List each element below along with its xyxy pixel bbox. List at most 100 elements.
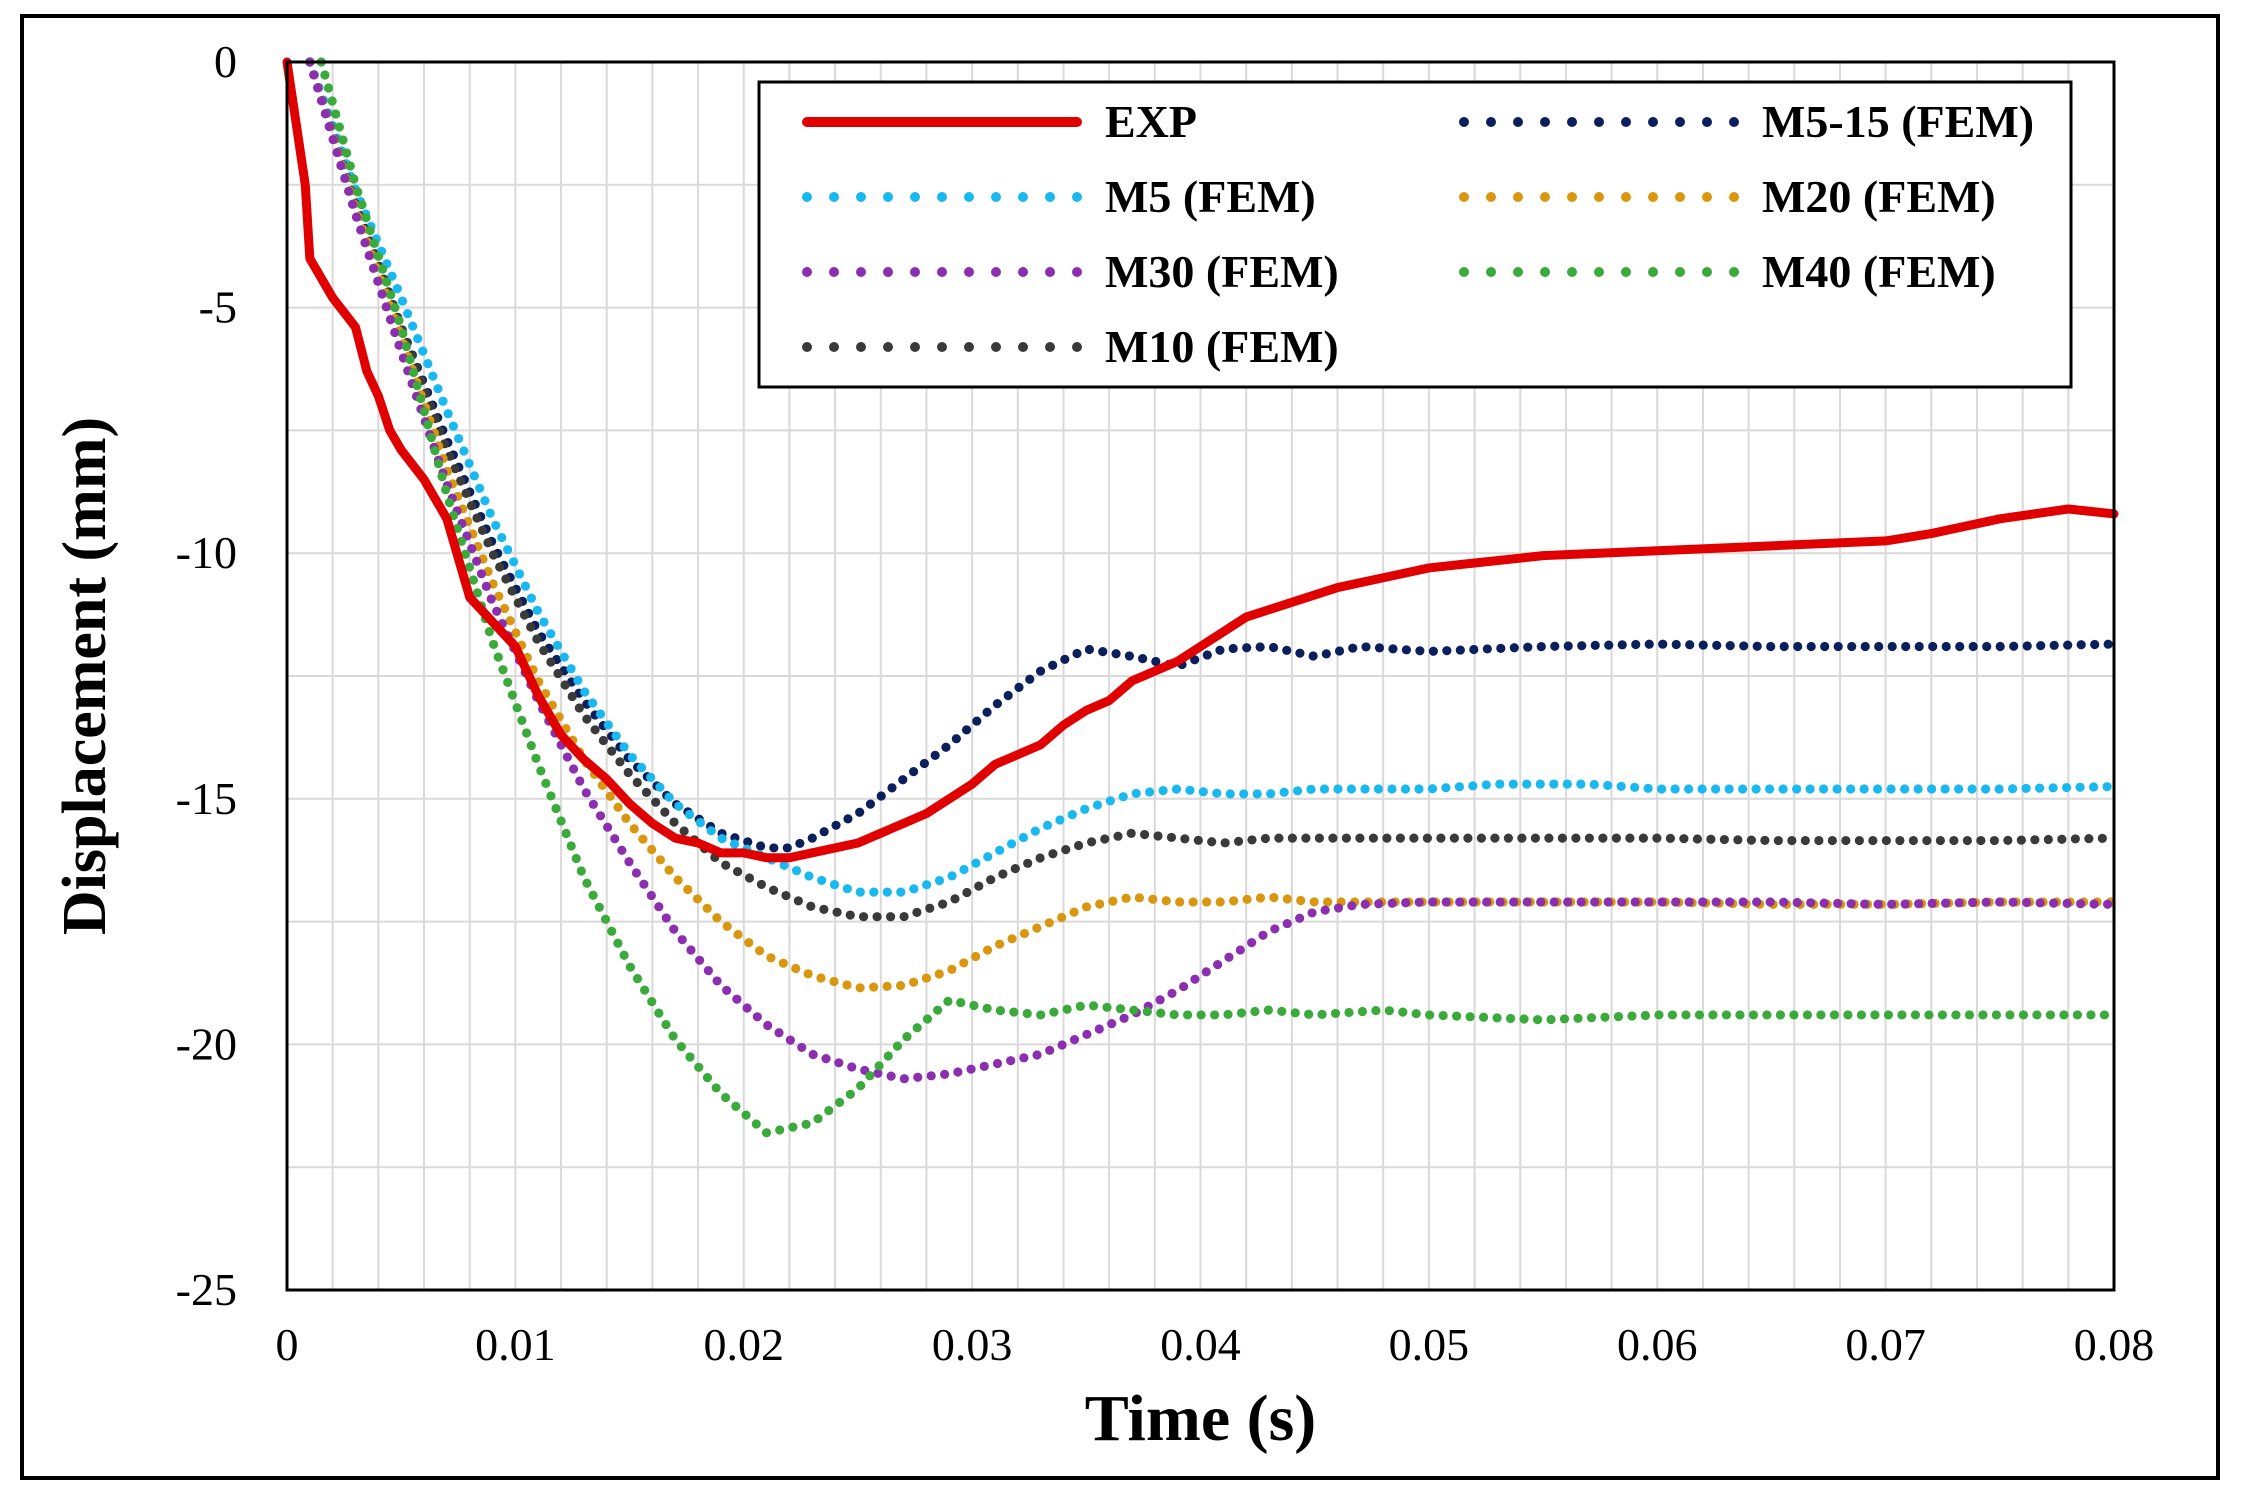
data-point-m5-fem bbox=[1900, 784, 1910, 794]
data-point-m20-fem bbox=[1323, 897, 1333, 907]
data-point-m30-fem bbox=[808, 1049, 818, 1060]
data-point-m40-fem bbox=[1924, 1010, 1934, 1020]
data-point-m30-fem bbox=[347, 199, 358, 209]
data-point-m40-fem bbox=[741, 1110, 751, 1120]
data-point-m10-fem bbox=[546, 657, 556, 667]
data-point-m10-fem bbox=[1301, 833, 1311, 843]
data-point-m5-fem bbox=[392, 284, 402, 294]
data-point-m40-fem bbox=[856, 1081, 866, 1091]
data-point-m10-fem bbox=[1706, 834, 1716, 844]
data-point-m5-fem bbox=[480, 496, 490, 506]
data-point-m40-fem bbox=[512, 703, 522, 713]
data-point-m5-fem bbox=[611, 731, 621, 741]
data-point-m10-fem bbox=[472, 513, 482, 523]
data-point-m5-fem bbox=[2075, 782, 2085, 792]
legend-swatch-dot bbox=[856, 267, 866, 277]
data-point-m5-15-fem bbox=[898, 775, 908, 785]
data-point-m10-fem bbox=[1503, 833, 1513, 843]
legend-label: M5-15 (FEM) bbox=[1762, 96, 2034, 147]
data-point-m5-15-fem bbox=[961, 725, 972, 735]
data-point-m5-fem bbox=[1468, 781, 1478, 791]
data-point-m10-fem bbox=[1746, 835, 1756, 845]
data-point-m40-fem bbox=[394, 315, 404, 326]
data-point-m5-15-fem bbox=[1779, 641, 1789, 652]
data-point-m30-fem bbox=[575, 776, 585, 786]
data-point-m5-fem bbox=[526, 593, 536, 603]
data-point-m5-15-fem bbox=[1806, 641, 1816, 652]
data-point-m40-fem bbox=[361, 213, 371, 223]
data-point-m20-fem bbox=[647, 844, 657, 855]
data-point-m5-15-fem bbox=[1374, 643, 1385, 653]
data-point-m20-fem bbox=[1215, 897, 1225, 907]
data-point-m10-fem bbox=[1382, 833, 1392, 843]
data-point-m20-fem bbox=[855, 983, 865, 993]
data-point-m10-fem bbox=[660, 807, 670, 817]
data-point-m5-fem bbox=[1266, 789, 1276, 799]
data-point-m30-fem bbox=[344, 186, 354, 196]
data-point-m30-fem bbox=[1282, 918, 1292, 929]
data-point-m30-fem bbox=[603, 822, 613, 832]
data-point-m5-15-fem bbox=[919, 758, 929, 769]
data-point-m20-fem bbox=[766, 953, 776, 963]
legend-swatch-dot bbox=[1045, 267, 1055, 277]
data-point-m5-fem bbox=[1414, 784, 1424, 794]
data-point-m5-fem bbox=[443, 409, 453, 419]
data-point-m5-fem bbox=[1643, 783, 1653, 793]
data-point-m5-fem bbox=[546, 629, 556, 639]
data-point-m40-fem bbox=[1748, 1010, 1759, 1020]
data-point-m10-fem bbox=[1207, 837, 1217, 847]
data-point-m40-fem bbox=[1304, 1009, 1314, 1019]
data-point-m5-15-fem bbox=[1617, 640, 1627, 650]
data-point-m10-fem bbox=[721, 860, 731, 870]
data-point-m20-fem bbox=[733, 929, 743, 940]
data-point-m30-fem bbox=[1455, 897, 1465, 907]
data-point-m20-fem bbox=[754, 946, 765, 956]
data-point-m5-fem bbox=[514, 569, 525, 579]
data-point-m5-fem bbox=[588, 698, 598, 708]
data-point-m10-fem bbox=[806, 901, 816, 911]
data-point-m30-fem bbox=[1167, 988, 1177, 999]
data-point-m30-fem bbox=[1590, 897, 1600, 907]
data-point-m40-fem bbox=[1062, 1004, 1072, 1014]
data-point-m30-fem bbox=[774, 1028, 784, 1038]
data-point-m5-15-fem bbox=[1124, 651, 1135, 661]
data-point-m20-fem bbox=[1044, 918, 1054, 928]
data-point-m40-fem bbox=[541, 778, 551, 789]
data-point-m10-fem bbox=[819, 904, 829, 914]
data-point-m5-fem bbox=[1711, 784, 1721, 794]
data-point-m10-fem bbox=[1895, 835, 1905, 846]
data-point-m20-fem bbox=[778, 958, 788, 968]
x-tick-label: 0.03 bbox=[932, 1319, 1013, 1370]
data-point-m5-fem bbox=[1549, 779, 1559, 789]
data-point-m5-15-fem bbox=[982, 707, 992, 717]
data-point-m20-fem bbox=[494, 591, 504, 601]
data-point-m10-fem bbox=[513, 598, 523, 608]
data-point-m5-15-fem bbox=[1295, 648, 1305, 658]
data-point-m10-fem bbox=[495, 562, 505, 572]
data-point-m40-fem bbox=[342, 148, 352, 158]
data-point-m40-fem bbox=[1169, 1009, 1179, 1020]
data-point-m40-fem bbox=[1721, 1010, 1732, 1020]
data-point-m10-fem bbox=[1061, 845, 1071, 855]
data-point-m10-fem bbox=[858, 912, 869, 922]
data-point-m30-fem bbox=[2035, 898, 2045, 908]
data-point-m30-fem bbox=[1873, 899, 1883, 909]
data-point-m10-fem bbox=[1010, 864, 1020, 874]
data-point-m10-fem bbox=[744, 873, 755, 883]
data-point-m40-fem bbox=[1075, 1001, 1085, 1012]
data-point-m30-fem bbox=[351, 212, 362, 222]
data-point-m5-fem bbox=[566, 664, 576, 674]
legend-swatch-dot bbox=[1567, 117, 1577, 127]
data-point-m5-fem bbox=[1454, 782, 1464, 792]
data-point-m40-fem bbox=[1398, 1007, 1408, 1017]
data-point-m30-fem bbox=[926, 1071, 936, 1081]
data-point-m40-fem bbox=[1856, 1010, 1867, 1020]
data-point-m40-fem bbox=[1735, 1010, 1745, 1020]
data-point-m10-fem bbox=[1800, 835, 1810, 846]
data-point-m20-fem bbox=[921, 973, 932, 983]
legend-swatch-dot bbox=[1702, 117, 1712, 127]
data-point-m5-fem bbox=[1603, 780, 1613, 791]
y-tick-label: -25 bbox=[176, 1264, 237, 1315]
data-point-m5-fem bbox=[842, 884, 852, 894]
data-point-m40-fem bbox=[1802, 1010, 1813, 1020]
